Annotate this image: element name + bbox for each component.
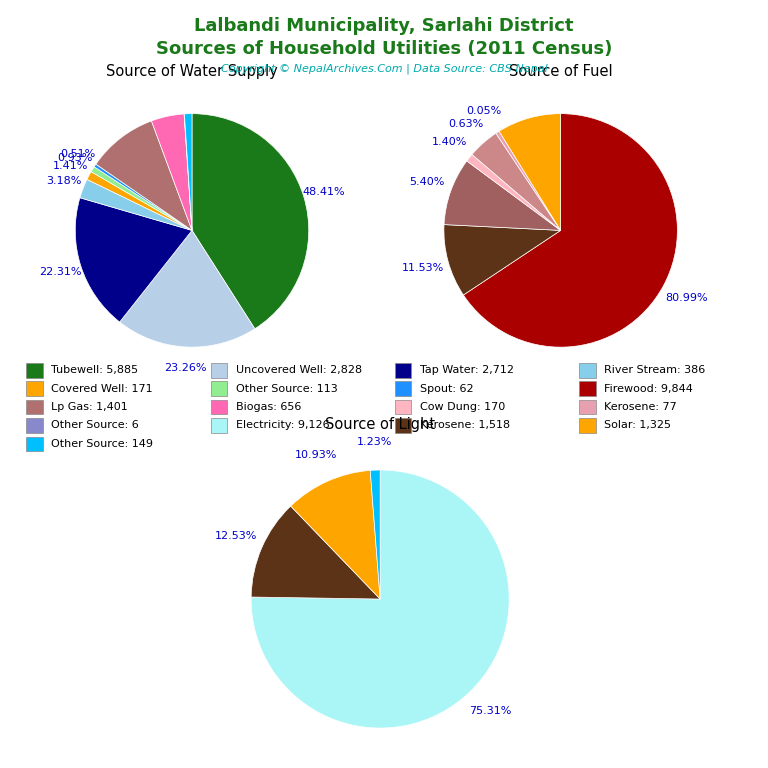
Text: Uncovered Well: 2,828: Uncovered Well: 2,828 bbox=[236, 365, 362, 376]
Wedge shape bbox=[120, 230, 255, 347]
Text: 23.26%: 23.26% bbox=[164, 363, 207, 373]
Wedge shape bbox=[184, 114, 192, 230]
Text: Tap Water: 2,712: Tap Water: 2,712 bbox=[420, 365, 514, 376]
Wedge shape bbox=[499, 114, 561, 230]
Text: Tubewell: 5,885: Tubewell: 5,885 bbox=[51, 365, 138, 376]
Wedge shape bbox=[75, 197, 192, 322]
Bar bbox=[395, 418, 412, 433]
Wedge shape bbox=[251, 470, 509, 728]
Wedge shape bbox=[87, 172, 192, 230]
Text: Other Source: 6: Other Source: 6 bbox=[51, 420, 139, 431]
Bar bbox=[26, 362, 43, 378]
Wedge shape bbox=[444, 224, 561, 295]
Text: Lalbandi Municipality, Sarlahi District: Lalbandi Municipality, Sarlahi District bbox=[194, 17, 574, 35]
Bar bbox=[579, 362, 596, 378]
Text: 3.18%: 3.18% bbox=[46, 176, 81, 186]
Text: Covered Well: 171: Covered Well: 171 bbox=[51, 383, 153, 394]
Bar bbox=[26, 418, 43, 433]
Bar bbox=[579, 399, 596, 415]
Text: 0.63%: 0.63% bbox=[449, 119, 484, 129]
Text: Lp Gas: 1,401: Lp Gas: 1,401 bbox=[51, 402, 128, 412]
Text: Other Source: 113: Other Source: 113 bbox=[236, 383, 338, 394]
Wedge shape bbox=[96, 121, 192, 230]
Bar bbox=[26, 399, 43, 415]
Text: Kerosene: 77: Kerosene: 77 bbox=[604, 402, 677, 412]
Wedge shape bbox=[370, 470, 380, 599]
Bar bbox=[210, 381, 227, 396]
Text: Copyright © NepalArchives.Com | Data Source: CBS Nepal: Copyright © NepalArchives.Com | Data Sou… bbox=[220, 64, 548, 74]
Bar bbox=[579, 418, 596, 433]
Bar bbox=[395, 362, 412, 378]
Title: Source of Light: Source of Light bbox=[325, 418, 435, 432]
Wedge shape bbox=[472, 133, 561, 230]
Text: 80.99%: 80.99% bbox=[665, 293, 707, 303]
Text: Kerosene: 1,518: Kerosene: 1,518 bbox=[420, 420, 510, 431]
Wedge shape bbox=[192, 114, 309, 329]
Text: Solar: 1,325: Solar: 1,325 bbox=[604, 420, 671, 431]
Title: Source of Fuel: Source of Fuel bbox=[509, 65, 612, 79]
Text: 1.23%: 1.23% bbox=[356, 437, 392, 447]
Title: Source of Water Supply: Source of Water Supply bbox=[106, 65, 278, 79]
Text: 1.40%: 1.40% bbox=[432, 137, 467, 147]
Wedge shape bbox=[80, 180, 192, 230]
Bar bbox=[26, 436, 43, 452]
Text: 0.93%: 0.93% bbox=[57, 153, 92, 163]
Text: 22.31%: 22.31% bbox=[39, 267, 82, 277]
Text: Sources of Household Utilities (2011 Census): Sources of Household Utilities (2011 Cen… bbox=[156, 40, 612, 58]
Text: 12.53%: 12.53% bbox=[214, 531, 257, 541]
Text: Biogas: 656: Biogas: 656 bbox=[236, 402, 301, 412]
Text: 5.40%: 5.40% bbox=[409, 177, 444, 187]
Wedge shape bbox=[291, 471, 380, 599]
Wedge shape bbox=[91, 167, 192, 230]
Wedge shape bbox=[463, 114, 677, 347]
Text: River Stream: 386: River Stream: 386 bbox=[604, 365, 706, 376]
Wedge shape bbox=[496, 131, 561, 230]
Bar bbox=[210, 399, 227, 415]
Text: 10.93%: 10.93% bbox=[295, 450, 337, 461]
Text: 0.05%: 0.05% bbox=[466, 106, 502, 116]
Text: Spout: 62: Spout: 62 bbox=[420, 383, 474, 394]
Bar bbox=[210, 418, 227, 433]
Text: 11.53%: 11.53% bbox=[402, 263, 445, 273]
Text: Electricity: 9,126: Electricity: 9,126 bbox=[236, 420, 329, 431]
Wedge shape bbox=[151, 114, 192, 230]
Wedge shape bbox=[467, 154, 561, 230]
Bar bbox=[395, 399, 412, 415]
Text: 75.31%: 75.31% bbox=[469, 707, 511, 717]
Bar bbox=[26, 381, 43, 396]
Text: 1.41%: 1.41% bbox=[53, 161, 88, 170]
Wedge shape bbox=[94, 164, 192, 230]
Wedge shape bbox=[444, 161, 561, 230]
Bar bbox=[395, 381, 412, 396]
Bar bbox=[579, 381, 596, 396]
Text: 48.41%: 48.41% bbox=[303, 187, 346, 197]
Text: Firewood: 9,844: Firewood: 9,844 bbox=[604, 383, 694, 394]
Text: 0.51%: 0.51% bbox=[60, 149, 95, 159]
Text: Cow Dung: 170: Cow Dung: 170 bbox=[420, 402, 505, 412]
Text: Other Source: 149: Other Source: 149 bbox=[51, 439, 154, 449]
Bar bbox=[210, 362, 227, 378]
Wedge shape bbox=[251, 506, 380, 599]
Wedge shape bbox=[184, 114, 192, 230]
